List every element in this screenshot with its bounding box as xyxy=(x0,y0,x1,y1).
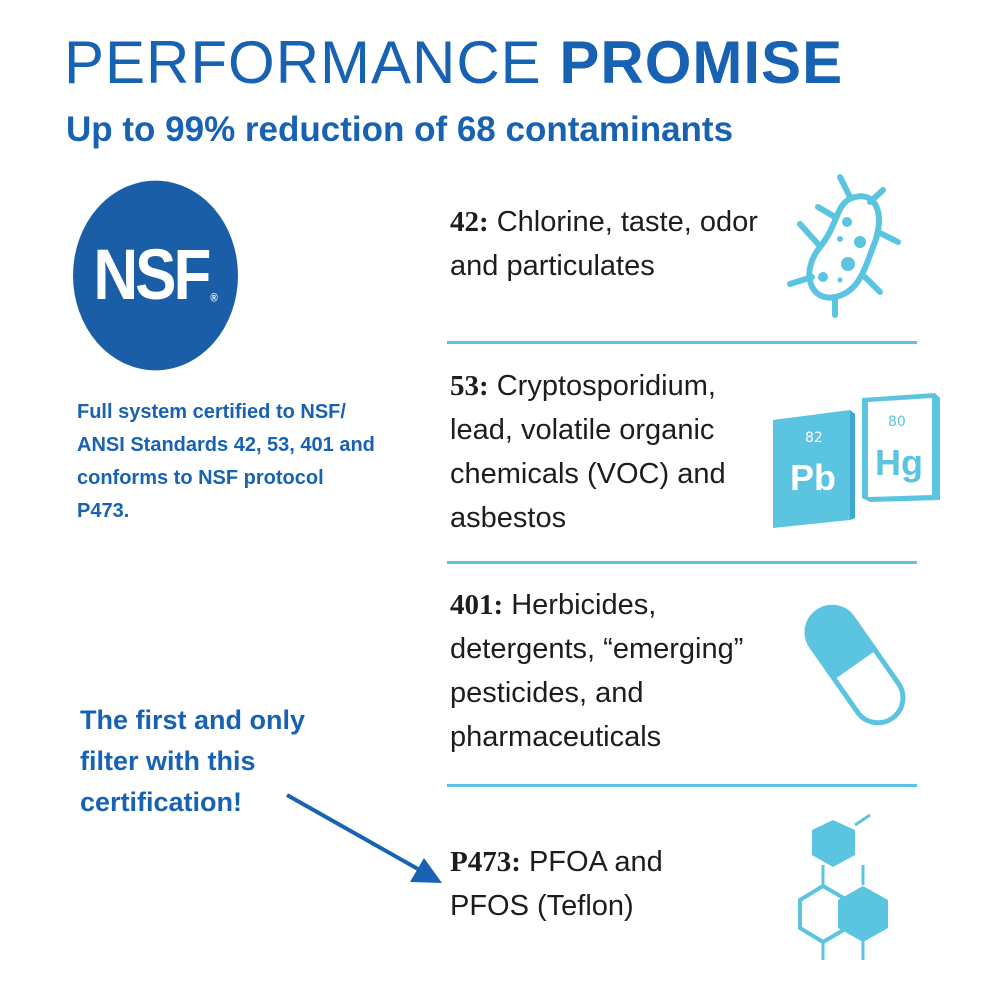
title-light: PERFORMANCE xyxy=(64,29,542,96)
subtitle: Up to 99% reduction of 68 contaminants xyxy=(66,110,734,149)
callout-text: The first and only filter with this cert… xyxy=(80,705,306,817)
element-symbol: Pb xyxy=(790,457,836,498)
standard-401: 401: Herbicides, detergents, “emerging” … xyxy=(450,583,790,759)
element-symbol: Hg xyxy=(875,442,923,483)
standard-desc: PFOA and PFOS (Teflon) xyxy=(450,846,663,922)
logo-text: NSF xyxy=(93,235,211,316)
registered-mark: ® xyxy=(210,292,218,305)
standard-code: 53: xyxy=(450,370,489,402)
standard-53: 53: Cryptosporidium, lead, volatile orga… xyxy=(450,364,770,540)
element-number: 82 xyxy=(805,430,823,446)
standard-desc: Herbicides, detergents, “emerging” pesti… xyxy=(450,589,744,753)
standard-desc: Cryptosporidium, lead, volatile organic … xyxy=(450,370,726,534)
title-bold: PROMISE xyxy=(559,29,844,96)
standard-42: 42: Chlorine, taste, odor and particulat… xyxy=(450,200,790,288)
pill-icon xyxy=(804,604,906,726)
page-title: PERFORMANCE PROMISE xyxy=(64,28,843,97)
standard-code: 42: xyxy=(450,206,489,238)
periodic-elements-icon: 82 Pb 80 Hg xyxy=(773,393,940,528)
divider xyxy=(447,784,917,787)
standard-code: P473: xyxy=(450,846,521,878)
bacteria-icon xyxy=(787,174,901,318)
standard-desc: Chlorine, taste, odor and particulates xyxy=(450,206,758,282)
divider xyxy=(447,561,917,564)
standard-p473: P473: PFOA and PFOS (Teflon) xyxy=(450,840,710,928)
element-number: 80 xyxy=(888,414,906,430)
standard-code: 401: xyxy=(450,589,504,621)
certification-text: Full system certified to NSF/ ANSI Stand… xyxy=(77,401,375,522)
molecule-icon xyxy=(798,813,888,960)
nsf-logo: NSF ® xyxy=(73,180,238,371)
divider xyxy=(447,341,917,344)
